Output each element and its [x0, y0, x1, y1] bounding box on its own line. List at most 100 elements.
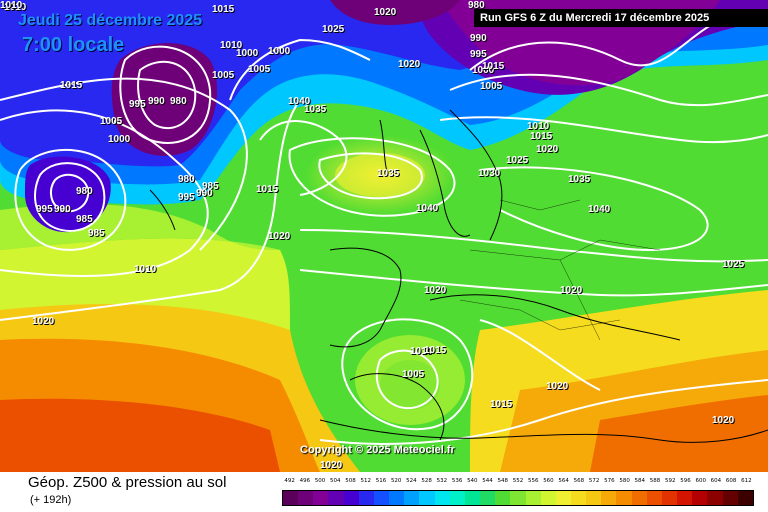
color-scale: 492 496 500 504 508 512 516 520 524 528 532 536 540 5… — [282, 478, 754, 510]
scale-tick-label: 512 — [360, 478, 371, 484]
isobar-label: 1040 — [588, 204, 611, 215]
isobar-label: 1000 — [108, 134, 131, 145]
run-banner: Run GFS 6 Z du Mercredi 17 décembre 2025 — [474, 9, 768, 27]
scale-swatch — [692, 491, 708, 505]
scale-tick-label: 556 — [527, 478, 539, 484]
isobar-label: 1015 — [482, 61, 505, 72]
scale-tick-label: 612 — [741, 478, 752, 484]
isobar-label: 1015 — [530, 131, 553, 142]
geopotential-field — [0, 0, 768, 472]
isobar-label: 985 — [202, 181, 219, 192]
isobar-label: 1020 — [536, 144, 559, 155]
isobar-label: 1015 — [212, 4, 235, 15]
forecast-lead: (+ 192h) — [30, 494, 72, 506]
scale-swatch — [373, 491, 390, 505]
scale-swatch — [283, 491, 299, 505]
scale-swatch — [434, 491, 450, 505]
scale-swatch — [404, 491, 420, 505]
isobar-label: 990 — [54, 204, 71, 215]
isobar-label: 980 — [468, 0, 485, 11]
isobar-label: 1020 — [560, 285, 583, 296]
scale-swatch — [480, 491, 496, 505]
scale-swatch — [464, 491, 481, 505]
scale-tick-label: 560 — [543, 478, 554, 484]
isobar-label: 1025 — [506, 155, 529, 166]
scale-swatch — [495, 491, 511, 505]
scale-tick-label: 524 — [406, 478, 417, 484]
scale-swatch — [358, 491, 374, 505]
legend-footer: Géop. Z500 & pression au sol (+ 192h) 49… — [0, 472, 768, 512]
isobar-label: 980 — [76, 186, 93, 197]
isobar-label: 1010 — [0, 0, 23, 11]
scale-swatch — [343, 491, 359, 505]
scale-tick-label: 492 — [284, 478, 295, 484]
isobar-label: 1040 — [416, 203, 439, 214]
isobar-label: 995 — [36, 204, 53, 215]
isobar-label: 1020 — [320, 460, 343, 471]
scale-tick-label: 496 — [299, 478, 311, 484]
isobar-label: 985 — [76, 214, 93, 225]
scale-tick-label: 580 — [619, 478, 630, 484]
scale-tick-label: 548 — [497, 478, 509, 484]
isobar-label: 1020 — [374, 7, 397, 18]
scale-swatch — [586, 491, 602, 505]
scale-tick-label: 592 — [665, 478, 676, 484]
scale-tick-label: 528 — [421, 478, 432, 484]
isobar-label: 1000 — [472, 65, 495, 76]
isobar-label: 1010 — [410, 346, 433, 357]
scale-tick-label: 552 — [512, 478, 524, 484]
scale-tick-label: 576 — [604, 478, 615, 484]
isobar-label: 1025 — [322, 24, 345, 35]
copyright: Copyright © 2025 Meteociel.fr — [300, 444, 455, 456]
scale-swatch — [616, 491, 632, 505]
isobar-label: 1010 — [527, 121, 550, 132]
isobar-label: 1005 — [212, 70, 235, 81]
scale-swatch — [328, 491, 344, 505]
isobar-label: 1005 — [100, 116, 123, 127]
scale-tick-label: 540 — [467, 478, 478, 484]
isobar-label: 1010 — [134, 264, 157, 275]
scale-swatch — [419, 491, 435, 505]
isobar-label: 1015 — [256, 184, 279, 195]
isobar-label: 980 — [178, 174, 195, 185]
scale-tick-label: 600 — [695, 478, 706, 484]
scale-swatch — [510, 491, 526, 505]
isobar-label: 980 — [170, 96, 187, 107]
scale-swatch — [646, 491, 662, 505]
scale-swatch — [707, 491, 723, 505]
scale-tick-label: 564 — [558, 478, 569, 484]
isobar-label: 995 — [178, 192, 195, 203]
isobar-label: 1020 — [546, 381, 569, 392]
scale-swatch — [661, 491, 678, 505]
scale-swatches — [282, 490, 754, 506]
valid-date: Jeudi 25 décembre 2025 — [18, 12, 203, 29]
isobar-label: 1005 — [480, 81, 503, 92]
scale-tick-label: 608 — [725, 478, 737, 484]
scale-swatch — [389, 491, 405, 505]
valid-time: 7:00 locale — [22, 34, 125, 56]
scale-swatch — [525, 491, 541, 505]
scale-tick-label: 508 — [345, 478, 356, 484]
isobar-label: 990 — [470, 33, 487, 44]
isobar-label: 995 — [129, 99, 146, 110]
isobar-label: 1020 — [268, 231, 291, 242]
scale-swatch — [555, 491, 571, 505]
isobar-label: 1000 — [236, 48, 259, 59]
isobar-label: 985 — [88, 228, 105, 239]
isobar-label: 1010 — [4, 2, 27, 13]
scale-swatch — [449, 491, 465, 505]
scale-tick-label: 520 — [390, 478, 402, 484]
scale-tick-label: 532 — [436, 478, 448, 484]
isobar-label: 1020 — [398, 59, 421, 70]
isobar-label: 1035 — [377, 168, 400, 179]
isobar-label: 1040 — [288, 96, 311, 107]
scale-tick-label: 536 — [451, 478, 463, 484]
map-title: Géop. Z500 & pression au sol — [28, 474, 227, 491]
scale-tick-label: 500 — [314, 478, 326, 484]
isobar-label: 1020 — [424, 285, 447, 296]
isobar-label: 1005 — [402, 369, 425, 380]
scale-tick-label: 596 — [680, 478, 691, 484]
scale-swatch — [737, 491, 753, 505]
scale-swatch — [631, 491, 647, 505]
scale-tick-label: 516 — [375, 478, 387, 484]
